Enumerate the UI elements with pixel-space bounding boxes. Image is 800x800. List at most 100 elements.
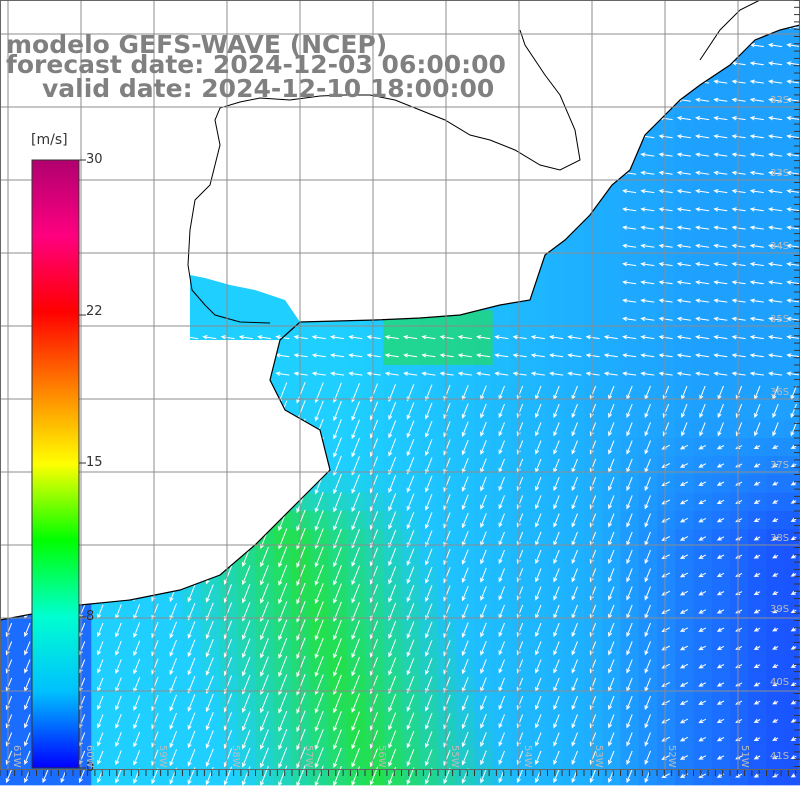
wind-arrow — [608, 732, 615, 747]
wind-arrow — [406, 694, 415, 712]
wind-arrow — [260, 729, 269, 750]
wind-arrow — [679, 700, 689, 705]
lat-label-38s: 38S — [770, 533, 790, 544]
wind-arrow — [115, 750, 122, 766]
wind-arrow — [698, 554, 707, 559]
wind-arrow — [790, 755, 797, 759]
wind-arrow — [296, 692, 306, 714]
wind-arrow — [97, 714, 104, 729]
wind-arrow — [640, 298, 655, 303]
wind-arrow — [658, 170, 673, 176]
wind-arrow — [626, 695, 633, 711]
wind-arrow — [658, 353, 673, 358]
wind-cell — [784, 401, 800, 421]
wind-arrow — [676, 152, 691, 157]
wind-arrow — [622, 262, 637, 267]
wind-cell — [602, 237, 622, 257]
wind-arrow — [768, 79, 783, 84]
wind-arrow — [585, 353, 600, 358]
wind-arrow — [296, 509, 306, 532]
wind-arrow — [698, 590, 707, 596]
wind-arrow — [731, 316, 746, 322]
wind-cell — [565, 237, 585, 257]
wind-arrow — [626, 659, 633, 674]
wind-arrow — [169, 676, 177, 694]
wind-arrow — [608, 403, 615, 419]
wind-arrow — [626, 622, 633, 638]
wind-arrow — [314, 656, 324, 678]
wind-arrow — [790, 718, 797, 723]
wind-arrow — [772, 481, 779, 486]
frame-ticks — [0, 0, 800, 776]
wind-arrow — [333, 419, 342, 440]
wind-arrow — [476, 335, 491, 340]
wind-arrow — [608, 568, 615, 583]
wind-arrow — [768, 353, 783, 358]
wind-arrow — [425, 621, 433, 639]
wind-arrow — [768, 262, 783, 267]
wind-arrow — [333, 546, 342, 568]
wind-arrow — [608, 714, 615, 729]
wind-arrow — [151, 767, 159, 785]
wind-arrow — [772, 700, 779, 705]
wind-arrow — [786, 43, 800, 48]
wind-arrow — [425, 402, 433, 420]
wind-arrow — [753, 718, 761, 723]
wind-arrow — [498, 549, 505, 565]
lon-label-56w: 56W — [376, 745, 387, 768]
wind-arrow — [698, 645, 707, 651]
wind-arrow — [676, 116, 691, 121]
wind-arrow — [535, 403, 542, 419]
wind-arrow — [333, 510, 342, 531]
wind-arrow — [425, 439, 433, 457]
wind-arrow — [676, 298, 691, 303]
wind-arrow — [97, 695, 104, 711]
wind-arrow — [713, 152, 728, 157]
wind-arrow — [498, 750, 505, 765]
wind-arrow — [457, 353, 472, 358]
wind-cell — [784, 200, 800, 220]
wind-arrow — [731, 243, 746, 249]
wind-arrow — [115, 695, 122, 711]
wind-arrow — [731, 280, 746, 285]
wind-arrow — [626, 422, 633, 437]
wind-arrow — [731, 79, 746, 84]
wind-arrow — [553, 768, 560, 784]
wind-arrow — [679, 536, 689, 541]
wind-cell — [547, 292, 567, 311]
wind-cell — [602, 292, 622, 311]
wind-arrow — [698, 718, 707, 724]
wind-arrow — [571, 549, 578, 565]
wind-arrow — [333, 747, 342, 768]
wind-arrow — [238, 335, 253, 340]
wind-arrow — [679, 499, 689, 505]
wind-arrow — [608, 659, 615, 674]
wind-arrow — [698, 444, 707, 450]
wind-cell — [565, 273, 585, 293]
wind-arrow — [679, 663, 689, 669]
wind-arrow — [786, 134, 800, 139]
wind-arrow — [622, 298, 637, 303]
wind-arrow — [716, 536, 725, 541]
wind-arrow — [535, 622, 542, 638]
wind-arrow — [731, 189, 746, 194]
wind-arrow — [205, 712, 214, 731]
wind-arrow — [786, 225, 800, 230]
wind-cell — [511, 310, 530, 330]
wind-arrow — [498, 513, 505, 528]
wind-arrow — [644, 476, 651, 492]
wind-arrow — [133, 622, 141, 638]
wind-arrow — [695, 207, 710, 212]
wind-arrow — [498, 568, 505, 583]
wind-arrow — [498, 495, 505, 510]
wind-arrow — [768, 189, 783, 194]
wind-cell — [602, 273, 622, 293]
wind-arrow — [622, 353, 637, 358]
wind-arrow — [241, 638, 251, 659]
wind-arrow — [330, 335, 345, 340]
lat-label-36s: 36S — [770, 387, 790, 398]
wind-arrow — [772, 773, 779, 778]
wind-arrow — [535, 440, 542, 455]
wind-arrow — [516, 768, 524, 784]
wind-arrow — [571, 476, 578, 492]
